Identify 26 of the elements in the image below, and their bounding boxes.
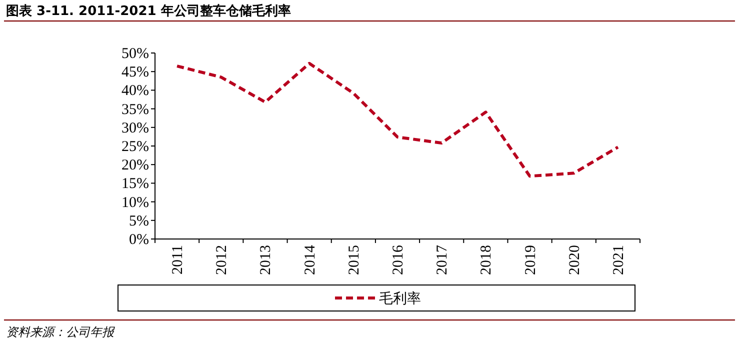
y-tick-label: 5% <box>129 213 149 230</box>
y-tick-label: 30% <box>122 120 149 136</box>
y-tick-label: 25% <box>122 139 149 155</box>
text: 资料来源：公司年报 <box>6 325 115 339</box>
y-tick-label: 15% <box>122 176 149 192</box>
chart-title: 图表 3-11. 2011-2021 年公司整车仓储毛利率 <box>6 3 291 19</box>
y-tick-label: 40% <box>122 83 149 100</box>
x-tick-label: 2019 <box>522 245 539 275</box>
x-tick-label: 2015 <box>346 245 362 275</box>
x-tick-label: 2011 <box>170 245 186 274</box>
y-tick-label: 45% <box>122 64 149 81</box>
line-series <box>176 62 620 178</box>
x-tick-label: 2016 <box>390 244 406 275</box>
x-tick-label: 2018 <box>478 245 495 275</box>
x-tick-label: 2020 <box>566 245 583 275</box>
y-tick-label: 35% <box>122 102 149 118</box>
x-tick-label: 2012 <box>214 245 230 275</box>
y-tick-label: 10% <box>122 194 149 211</box>
y-tick-label: 0% <box>129 232 149 248</box>
x-tick-label: 2021 <box>610 245 627 275</box>
y-tick-label: 50% <box>122 46 149 62</box>
x-tick-label: 2013 <box>258 245 274 275</box>
x-tick-label: 2017 <box>434 244 451 275</box>
x-tick-label: 2014 <box>302 244 318 275</box>
y-tick-label: 20% <box>122 158 149 174</box>
legend-label: 毛利率 <box>379 291 421 307</box>
